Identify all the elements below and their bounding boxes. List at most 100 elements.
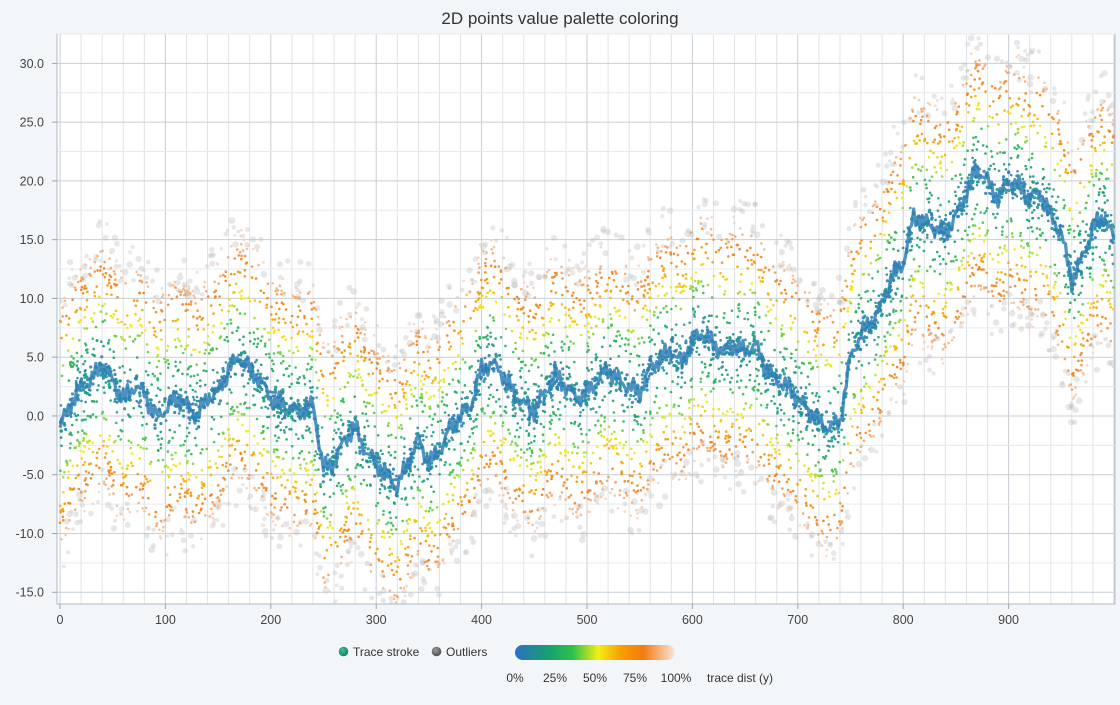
band-point [990, 150, 993, 153]
band-point [357, 360, 360, 363]
band-point [646, 319, 649, 322]
band-point [1095, 175, 1098, 178]
band-point [270, 306, 273, 309]
band-point [232, 473, 235, 476]
band-point [1080, 343, 1083, 346]
band-point [230, 273, 233, 276]
band-point [82, 419, 85, 422]
band-point [194, 521, 197, 524]
band-point [727, 241, 730, 244]
band-point [1002, 281, 1005, 284]
band-point [527, 315, 530, 318]
band-point [587, 345, 590, 348]
band-point [1037, 76, 1040, 79]
band-point [621, 337, 624, 340]
outlier-point [339, 574, 344, 579]
band-point [1010, 157, 1013, 160]
band-point [100, 310, 103, 313]
band-point [409, 417, 412, 420]
band-point [545, 474, 548, 477]
band-point [1073, 356, 1076, 359]
band-point [749, 406, 752, 409]
outlier-point [853, 200, 858, 205]
band-point [751, 292, 754, 295]
band-point [192, 510, 195, 513]
band-point [1029, 275, 1032, 278]
band-point [1051, 133, 1054, 136]
band-point [773, 448, 776, 451]
band-point [1069, 336, 1072, 339]
band-point [572, 292, 575, 295]
band-point [175, 320, 178, 323]
band-point [454, 361, 457, 364]
outlier-point [809, 531, 816, 538]
band-point [873, 420, 876, 423]
band-point [90, 317, 93, 320]
band-point [847, 352, 850, 355]
band-point [1082, 344, 1085, 347]
band-point [220, 493, 223, 496]
band-point [1103, 259, 1106, 262]
band-point [102, 386, 105, 389]
band-point [430, 501, 433, 504]
band-point [274, 492, 277, 495]
band-point [599, 360, 602, 363]
band-point [191, 290, 194, 293]
band-point [230, 322, 233, 325]
band-point [938, 133, 941, 136]
band-point [133, 299, 136, 302]
outlier-point [173, 506, 177, 510]
band-point [475, 340, 478, 343]
band-point [1058, 119, 1061, 122]
band-point [272, 520, 275, 523]
band-point [258, 487, 261, 490]
band-point [349, 316, 352, 319]
band-point [302, 375, 305, 378]
band-point [309, 484, 312, 487]
band-point [336, 545, 339, 548]
band-point [349, 352, 352, 355]
band-point [770, 400, 773, 403]
band-point [439, 519, 442, 522]
band-point [182, 352, 185, 355]
band-point [549, 320, 552, 323]
band-point [895, 156, 898, 159]
outlier-point [155, 294, 159, 298]
band-point [838, 375, 841, 378]
band-point [108, 257, 111, 260]
band-point [304, 467, 307, 470]
band-point [409, 577, 412, 580]
band-point [769, 298, 772, 301]
band-point [454, 305, 457, 308]
band-point [700, 264, 703, 267]
band-point [978, 227, 981, 230]
band-point [413, 361, 416, 364]
band-point [395, 528, 398, 531]
band-point [316, 491, 319, 494]
band-point [849, 418, 852, 421]
band-point [156, 377, 159, 380]
band-point [136, 299, 139, 302]
band-point [218, 499, 221, 502]
band-point [1048, 293, 1051, 296]
band-point [978, 254, 981, 257]
band-point [860, 226, 863, 229]
band-point [122, 473, 125, 476]
outlier-point [146, 260, 151, 265]
band-point [116, 459, 119, 462]
band-point [745, 402, 748, 405]
band-point [706, 450, 709, 453]
band-point [118, 366, 121, 369]
band-point [985, 286, 988, 289]
band-point [608, 440, 611, 443]
band-point [65, 334, 68, 337]
band-point [388, 405, 391, 408]
band-point [680, 458, 683, 461]
band-point [708, 314, 711, 317]
outlier-point [276, 543, 282, 549]
band-point [701, 371, 704, 374]
band-point [203, 341, 206, 344]
band-point [1109, 291, 1112, 294]
band-point [301, 450, 304, 453]
band-point [507, 492, 510, 495]
